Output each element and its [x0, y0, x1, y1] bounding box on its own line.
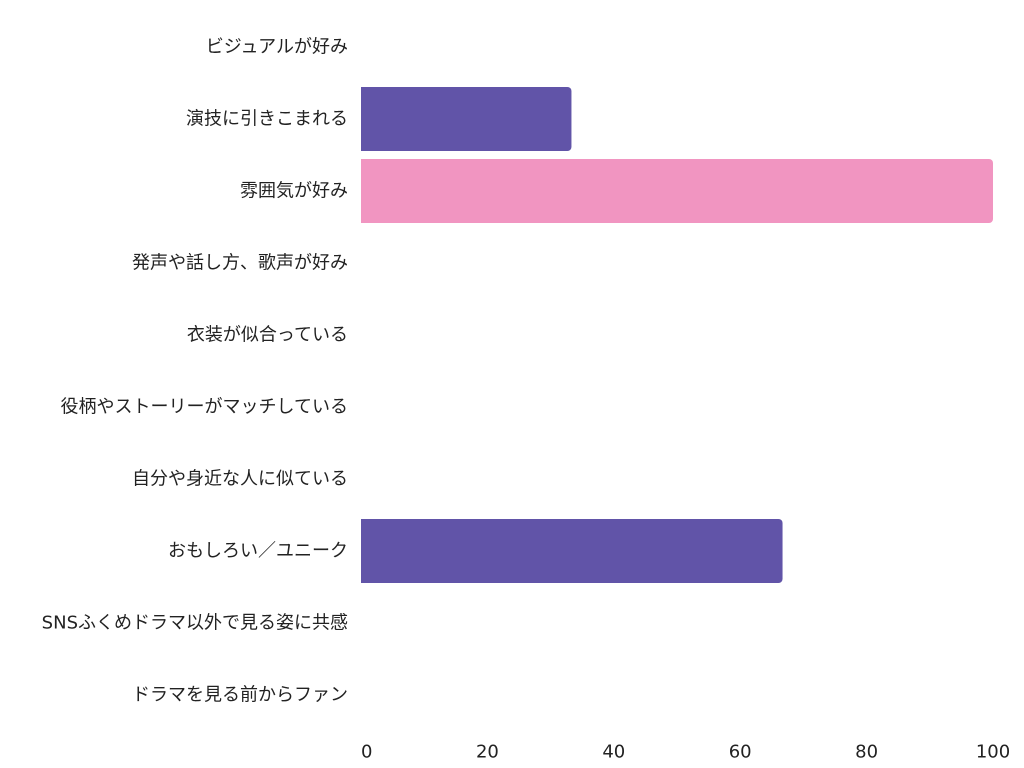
x-tick-label: 0: [361, 742, 372, 763]
category-label: ドラマを見る前からファン: [132, 685, 348, 706]
category-labels: ビジュアルが好み演技に引きこまれる雰囲気が好み発声や話し方、歌声が好み衣装が似合…: [42, 37, 348, 706]
category-label: SNSふくめドラマ以外で見る姿に共感: [42, 613, 348, 634]
bar-edge: [361, 519, 367, 583]
bars: [361, 87, 993, 583]
category-label: ビジュアルが好み: [206, 37, 348, 58]
x-tick-label: 60: [729, 742, 752, 763]
x-tick-label: 80: [855, 742, 878, 763]
category-label: おもしろい／ユニーク: [168, 541, 348, 562]
x-tick-label: 20: [476, 742, 499, 763]
x-axis-ticks: 0 20 40 60 80 100: [361, 742, 1010, 763]
bar-edge: [361, 87, 367, 151]
category-label: 発声や話し方、歌声が好み: [132, 253, 348, 274]
bar: [361, 159, 993, 223]
x-tick-label: 100: [976, 742, 1010, 763]
category-label: 雰囲気が好み: [240, 181, 348, 202]
bar: [361, 87, 572, 151]
bar-edge: [361, 159, 367, 223]
bar: [361, 519, 783, 583]
category-label: 衣装が似合っている: [187, 325, 348, 346]
category-label: 役柄やストーリーがマッチしている: [61, 397, 348, 418]
x-tick-label: 40: [602, 742, 625, 763]
category-label: 演技に引きこまれる: [186, 109, 348, 130]
category-label: 自分や身近な人に似ている: [132, 469, 348, 490]
